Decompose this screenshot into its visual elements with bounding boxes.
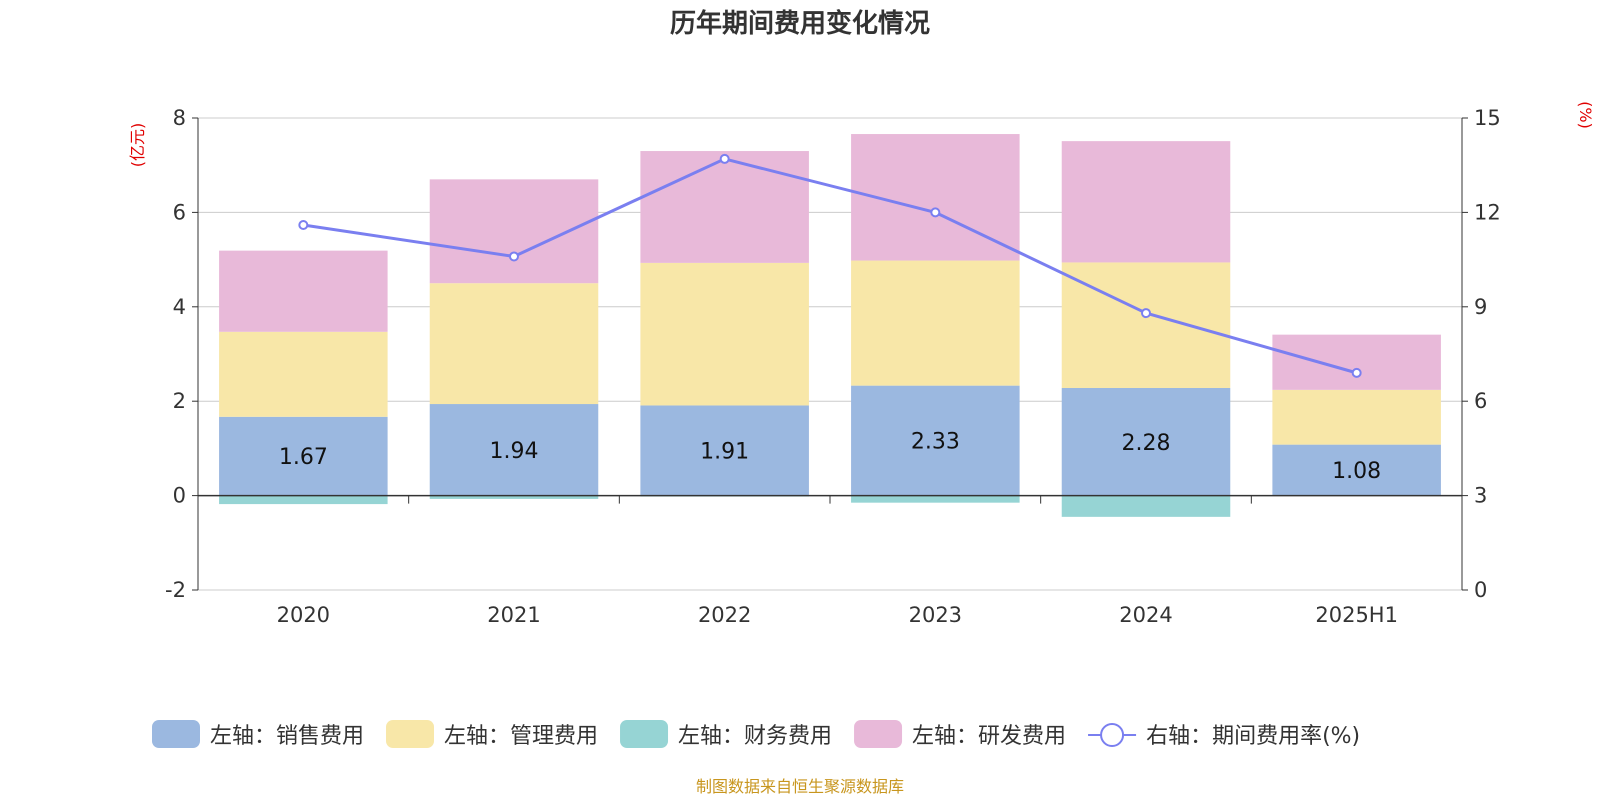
source-note: 制图数据来自恒生聚源数据库 [696, 777, 904, 796]
data-label: 1.08 [1332, 459, 1381, 484]
legend-label: 右轴：期间费用率(%) [1146, 724, 1360, 749]
bar-segment [219, 495, 388, 505]
left-tick-label: 2 [173, 389, 186, 413]
rate-point [1141, 308, 1151, 319]
legend-label: 左轴：销售费用 [210, 724, 364, 749]
data-label: 1.94 [490, 439, 539, 464]
bar-segment [429, 404, 599, 496]
right-tick-label: 15 [1474, 106, 1501, 130]
chart-title: 历年期间费用变化情况 [670, 8, 930, 39]
bar-segment [851, 260, 1020, 386]
bar-segment [1061, 495, 1231, 517]
bar-segment [429, 495, 599, 499]
x-tick-label: 2025H1 [1315, 603, 1398, 627]
bar-segment [640, 262, 809, 406]
left-tick-label: 6 [173, 200, 186, 224]
rate-point [509, 251, 519, 262]
bar-segment [429, 283, 599, 405]
x-tick-label: 2022 [698, 603, 751, 627]
legend-label: 左轴：财务费用 [678, 724, 832, 749]
right-axis-unit: (%) [1576, 101, 1595, 129]
legend-label: 左轴：研发费用 [912, 724, 1066, 749]
right-tick-label: 3 [1474, 484, 1487, 508]
bar-segment [640, 405, 809, 496]
bar-segment [851, 495, 1020, 503]
legend-swatch [854, 720, 903, 748]
x-tick-label: 2020 [277, 603, 330, 627]
rate-line [303, 157, 1358, 375]
legend: 左轴：销售费用 左轴：管理费用 左轴：财务费用 左轴：研发费用 右轴：期间费用率(%) [152, 720, 1360, 749]
right-tick-label: 9 [1474, 295, 1487, 319]
left-tick-label: 8 [173, 106, 186, 130]
data-labels: 1.67 1.94 1.91 2.33 2.28 1.08 [279, 430, 1381, 485]
rate-point [298, 219, 309, 230]
data-label: 2.28 [1122, 431, 1171, 456]
legend-swatch [152, 720, 200, 748]
right-tick-label: 0 [1474, 578, 1487, 602]
bar-segment [1061, 262, 1231, 388]
bar-segment [1061, 387, 1231, 496]
data-label: 1.67 [279, 445, 328, 470]
axes: -2 0 2 4 6 8 0 3 6 9 12 15 2020 2021 2022 2023 2024 2025H… [165, 106, 1501, 627]
left-axis-unit: (亿元) [128, 123, 147, 168]
bar-segment [1061, 141, 1231, 263]
rate-point [719, 153, 730, 164]
line-series [298, 153, 1362, 378]
legend-marker [1100, 723, 1125, 747]
right-tick-label: 12 [1474, 200, 1501, 224]
legend-swatch [620, 720, 669, 748]
bar-segment [1272, 334, 1441, 390]
legend-label: 左轴：管理费用 [444, 724, 598, 749]
bar-segment [219, 331, 388, 417]
bar-segment [219, 250, 388, 332]
bar-segment [219, 416, 388, 496]
right-tick-label: 6 [1474, 389, 1487, 413]
rate-point [930, 207, 941, 218]
bar-segment [640, 151, 809, 263]
data-label: 1.91 [700, 440, 749, 465]
bar-segment [851, 385, 1020, 496]
bar-segment [1272, 389, 1441, 445]
bar-segment [1272, 444, 1441, 496]
data-label: 2.33 [911, 430, 960, 455]
rate-point [1351, 367, 1362, 378]
legend-swatch [386, 720, 435, 748]
bar-series [219, 134, 1441, 517]
left-tick-label: -2 [165, 578, 186, 602]
left-tick-label: 4 [173, 295, 186, 319]
bar-segment [429, 179, 599, 284]
x-tick-label: 2023 [909, 603, 962, 627]
left-tick-label: 0 [173, 484, 186, 508]
x-tick-label: 2021 [487, 603, 540, 627]
x-tick-label: 2024 [1119, 603, 1172, 627]
